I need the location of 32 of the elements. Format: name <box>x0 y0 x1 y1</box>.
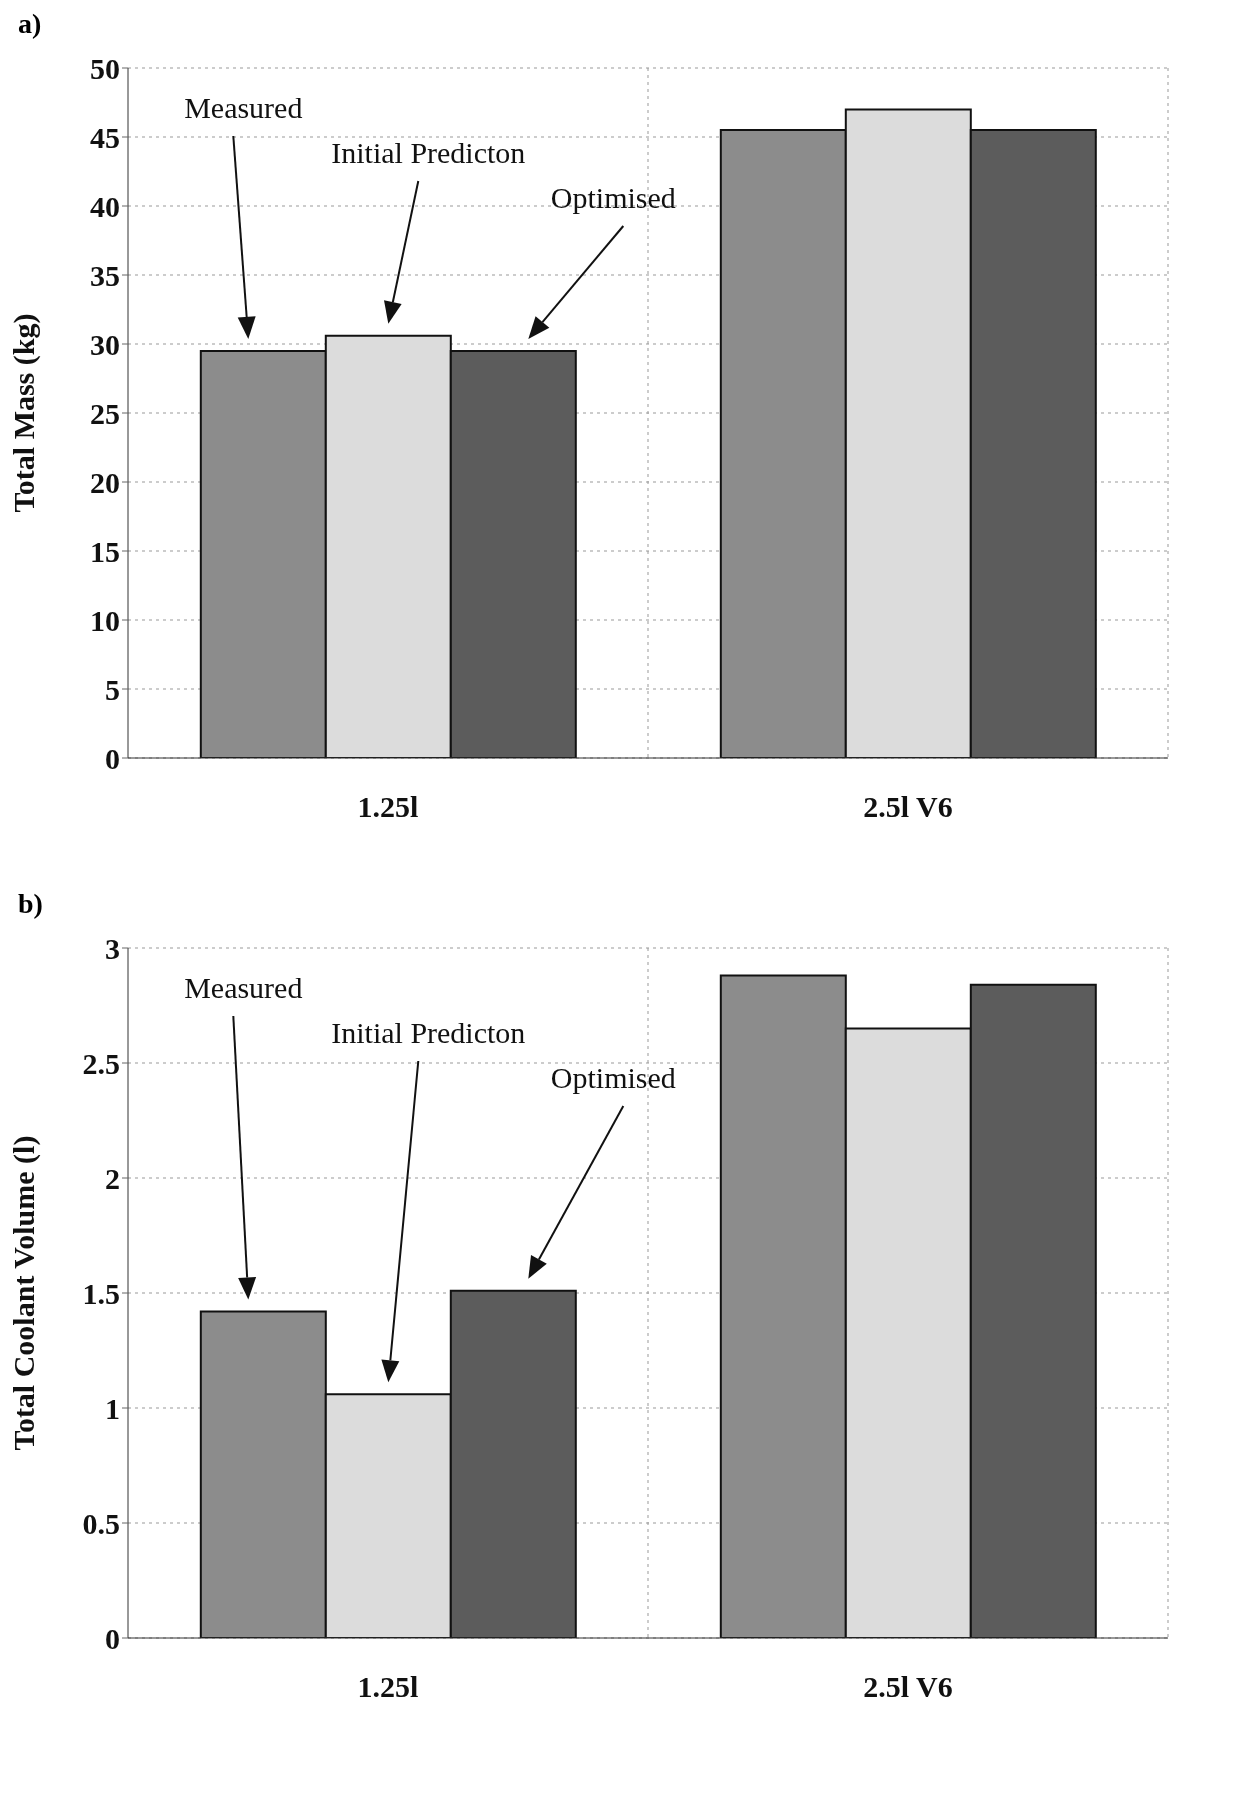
x-tick-label: 1.25l <box>357 1670 419 1704</box>
chart-title: b) <box>18 888 43 920</box>
x-tick-label: 2.5l V6 <box>863 790 953 824</box>
y-tick-label: 0 <box>105 1621 120 1655</box>
y-axis-title: Total Coolant Volume (l) <box>6 1135 41 1451</box>
y-tick-label: 15 <box>90 534 120 568</box>
x-tick-label: 1.25l <box>357 790 419 824</box>
y-tick-label: 50 <box>90 51 120 85</box>
annotation: Optimised <box>550 1061 676 1094</box>
chart-title: a) <box>18 8 42 40</box>
y-tick-label: 25 <box>90 396 120 430</box>
y-tick-label: 2.5 <box>82 1046 120 1080</box>
x-tick-label: 2.5l V6 <box>863 1670 953 1704</box>
y-tick-label: 30 <box>90 327 120 361</box>
annotation: Measured <box>184 91 303 124</box>
y-tick-label: 5 <box>105 672 120 706</box>
y-tick-label: 45 <box>90 120 120 154</box>
annotation: Measured <box>184 971 303 1004</box>
annotation: Optimised <box>550 181 676 214</box>
annotation: Initial Predicton <box>331 1016 526 1049</box>
y-tick-label: 20 <box>90 465 120 499</box>
y-tick-label: 40 <box>90 189 120 223</box>
y-tick-label: 1.5 <box>82 1276 120 1310</box>
annotation: Initial Predicton <box>331 136 526 169</box>
y-tick-label: 10 <box>90 603 120 637</box>
y-tick-label: 0 <box>105 741 120 775</box>
y-tick-label: 2 <box>105 1161 120 1195</box>
y-axis-title: Total Mass (kg) <box>6 313 41 513</box>
y-tick-label: 0.5 <box>82 1506 120 1540</box>
y-tick-label: 35 <box>90 258 120 292</box>
y-tick-label: 3 <box>105 931 120 965</box>
y-tick-label: 1 <box>105 1391 120 1425</box>
